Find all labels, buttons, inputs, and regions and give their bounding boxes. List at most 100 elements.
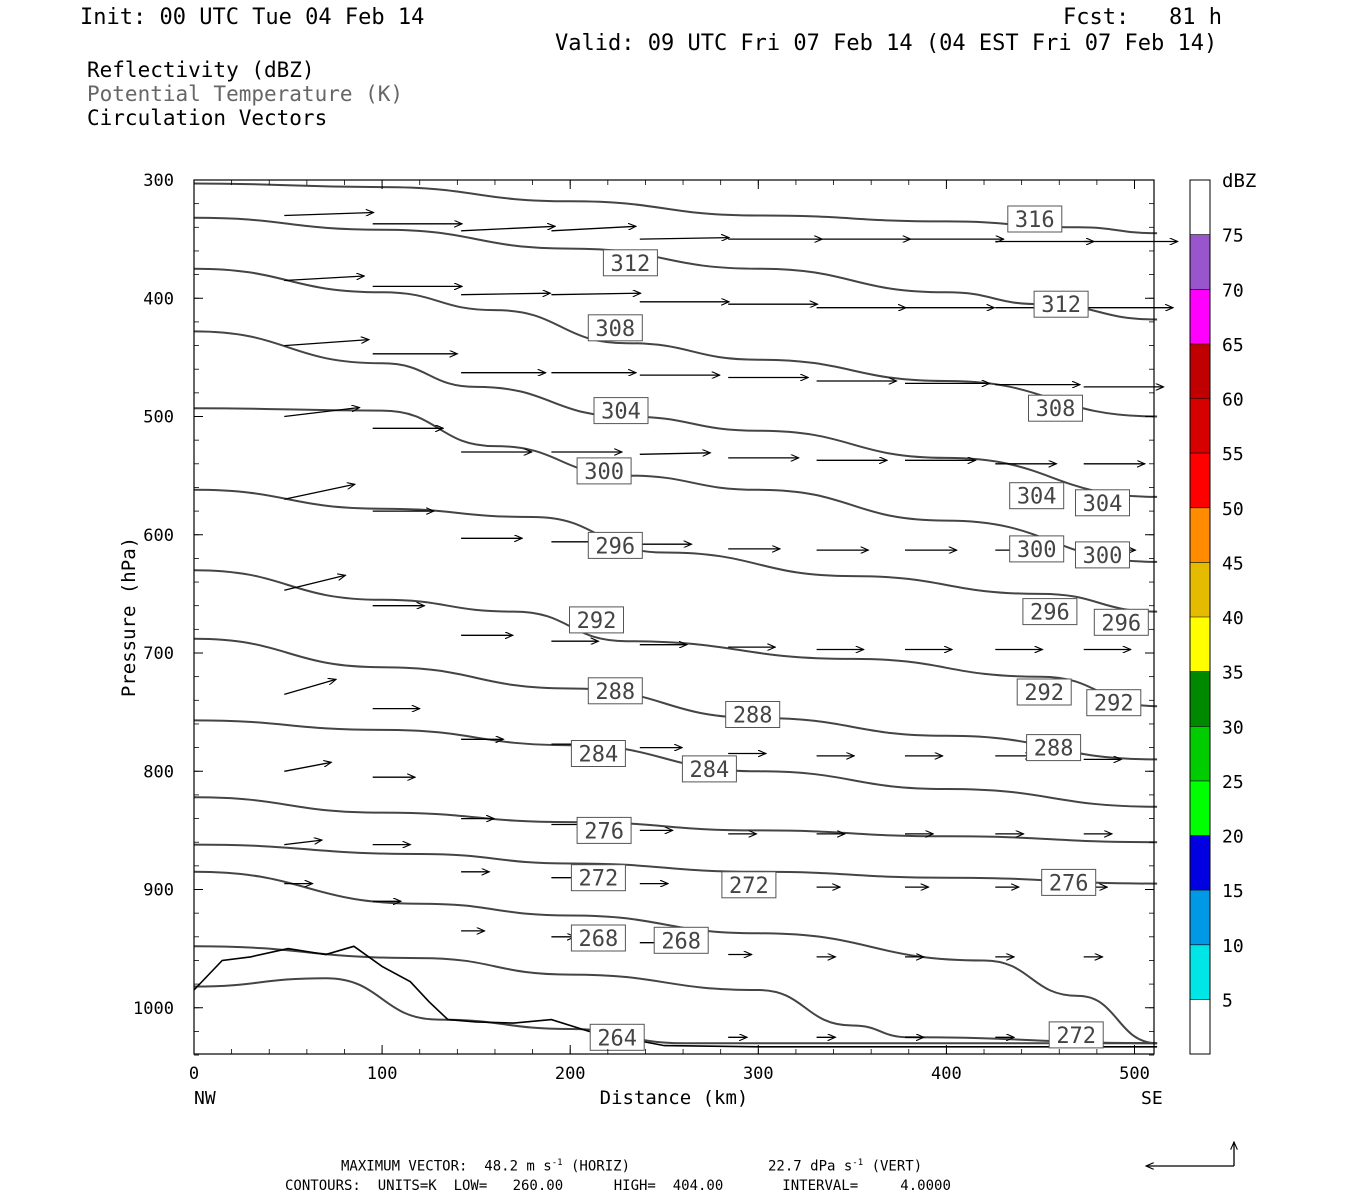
contour-label-box xyxy=(1075,541,1130,569)
theta-contour-312 xyxy=(193,216,1158,321)
contour-label-box xyxy=(1028,394,1083,422)
contour-label-box xyxy=(1075,489,1130,517)
y-tick-label: 300 xyxy=(143,171,174,191)
contour-label-box xyxy=(653,926,709,954)
contour-label-box xyxy=(1033,290,1089,318)
colorbar-segment xyxy=(1190,562,1210,617)
contour-label: 272 xyxy=(1056,1024,1096,1049)
contour-label: 312 xyxy=(1041,293,1081,318)
max-vector-horiz: MAXIMUM VECTOR: 48.2 m s-1 (HORIZ) xyxy=(341,1158,630,1175)
theta-contours xyxy=(193,182,1158,1045)
theta-contour-292 xyxy=(193,569,1158,708)
contour-label-box xyxy=(587,677,643,705)
theta-contour-280 xyxy=(193,796,1158,844)
x-tick-label: 0 xyxy=(189,1064,199,1084)
contour-label-box xyxy=(593,397,649,425)
colorbar-label: 75 xyxy=(1222,226,1244,247)
circulation-vector xyxy=(284,679,336,696)
colorbar-label: 60 xyxy=(1222,390,1244,411)
theta-contour-288 xyxy=(193,637,1158,761)
y-tick-label: 400 xyxy=(143,289,174,309)
colorbar-label: 35 xyxy=(1222,663,1244,684)
contour-label: 292 xyxy=(1024,681,1064,706)
theta-contour-284 xyxy=(193,719,1158,808)
contour-label: 300 xyxy=(584,460,624,485)
contour-label: 296 xyxy=(1101,611,1141,636)
contour-label-box xyxy=(1007,205,1063,233)
contour-label-box xyxy=(587,531,643,559)
theta-contour-296 xyxy=(193,488,1158,613)
contour-label-box xyxy=(1086,689,1142,717)
contour-label: 304 xyxy=(1017,485,1057,510)
x-tick-label: 300 xyxy=(743,1064,774,1084)
contour-label: 316 xyxy=(1015,208,1055,233)
circulation-vector xyxy=(284,276,364,282)
y-tick-label: 700 xyxy=(143,644,174,664)
reference-vector-icon xyxy=(1146,1142,1234,1166)
field-circulation-vectors: Circulation Vectors xyxy=(87,106,328,130)
colorbar-label: 70 xyxy=(1222,280,1244,301)
colorbar-unit: dBZ xyxy=(1222,170,1256,192)
circulation-vector xyxy=(284,340,369,347)
contour-label: 268 xyxy=(579,927,619,952)
contour-label: 272 xyxy=(579,867,619,892)
y-tick-label: 600 xyxy=(143,526,174,546)
circulation-vector xyxy=(284,484,355,500)
contour-label-box xyxy=(576,457,632,485)
colorbar-segment xyxy=(1190,780,1210,836)
colorbar-segment xyxy=(1190,726,1210,781)
contour-label: 276 xyxy=(584,819,624,844)
colorbar-label: 20 xyxy=(1222,827,1244,848)
field-reflectivity: Reflectivity (dBZ) xyxy=(87,58,315,82)
x-end-left: NW xyxy=(194,1088,216,1109)
theta-contour-268 xyxy=(193,945,1158,1045)
colorbar-segment xyxy=(1190,343,1210,399)
contour-label-box xyxy=(1016,678,1072,706)
init-time: Init: 00 UTC Tue 04 Feb 14 xyxy=(80,5,425,30)
contour-label-box xyxy=(570,924,626,952)
x-tick-label: 200 xyxy=(555,1064,586,1084)
contour-label-box xyxy=(1093,608,1149,636)
contour-label-box xyxy=(721,871,777,899)
terrain xyxy=(193,945,1158,1048)
contour-label-box xyxy=(1048,1021,1104,1049)
colorbar-label: 45 xyxy=(1222,553,1244,574)
circulation-vector xyxy=(284,213,373,216)
x-end-right: SE xyxy=(1141,1088,1163,1109)
x-axis-label: Distance (km) xyxy=(600,1087,749,1109)
colorbar-segment xyxy=(1190,835,1210,891)
contour-label: 296 xyxy=(595,534,635,559)
colorbar-segment xyxy=(1190,234,1210,290)
contour-labels: 316 312 312 308 308 304 304 304 300 300 300 296 296 2… xyxy=(569,205,1149,1051)
contour-label: 312 xyxy=(611,252,651,277)
colorbar-segment xyxy=(1190,398,1210,454)
contour-label: 300 xyxy=(1083,544,1123,569)
circulation-vector xyxy=(461,293,550,295)
circulation-vector xyxy=(461,226,555,232)
contour-label: 300 xyxy=(1017,538,1057,563)
y-tick-label: 1000 xyxy=(133,999,174,1019)
colorbar-label: 5 xyxy=(1222,990,1233,1011)
contour-label-box xyxy=(570,864,626,892)
colorbar-label: 15 xyxy=(1222,881,1244,902)
x-tick-label: 400 xyxy=(931,1064,962,1084)
contour-label: 284 xyxy=(579,743,619,768)
colorbar-segment xyxy=(1190,180,1210,235)
colorbar-segment xyxy=(1190,671,1210,727)
colorbar-segment xyxy=(1190,944,1210,1000)
colorbar-segment xyxy=(1190,289,1210,344)
colorbar-segment xyxy=(1190,507,1210,563)
colorbar-segment xyxy=(1190,890,1210,945)
contour-label-box xyxy=(1009,535,1065,563)
circulation-vector xyxy=(284,408,359,418)
terrain-line xyxy=(193,945,1158,1048)
colorbar-segment xyxy=(1190,999,1210,1054)
contour-label-box xyxy=(587,314,643,342)
forecast-hour: Fcst: 81 h xyxy=(1063,5,1222,30)
colorbar-label: 25 xyxy=(1222,772,1244,793)
x-tick-label: 100 xyxy=(367,1064,398,1084)
contour-label: 276 xyxy=(1049,871,1089,896)
contour-label-box xyxy=(576,816,632,844)
colorbar-label: 10 xyxy=(1222,936,1244,957)
theta-contour-300 xyxy=(193,407,1158,563)
